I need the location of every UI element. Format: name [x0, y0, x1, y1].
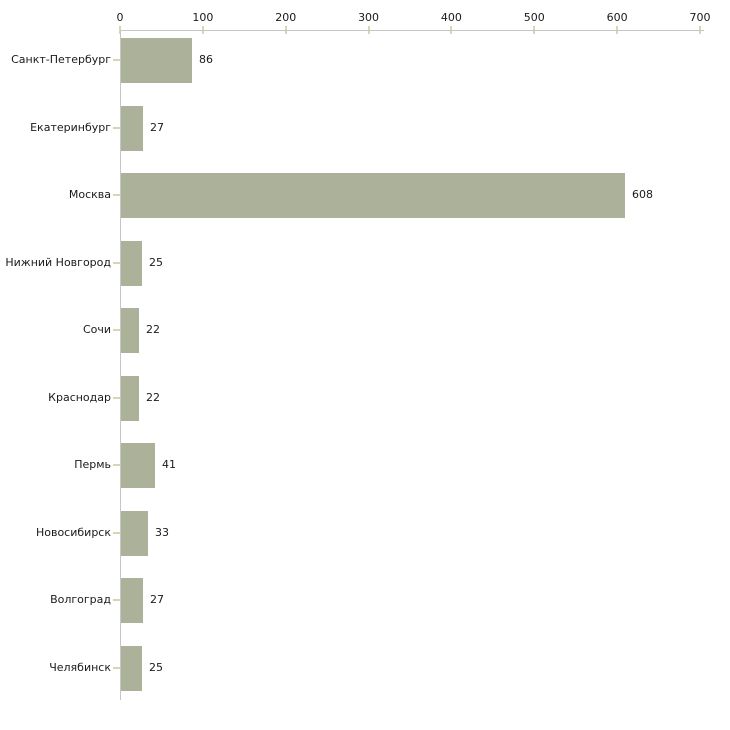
x-tick-label: 400 — [440, 11, 462, 24]
category-label: Пермь — [74, 458, 111, 471]
category-tick-mark — [113, 666, 120, 669]
bar — [121, 645, 142, 691]
category-tick-mark — [113, 329, 120, 331]
category-label: Новосибирск — [35, 525, 111, 539]
category-label: Волгоград — [50, 593, 111, 606]
bar-value-label: 25 — [149, 255, 163, 269]
category-label: Москва — [68, 188, 111, 201]
x-tick-label: 700 — [689, 11, 711, 24]
x-tick-label: 300 — [358, 11, 380, 24]
bar-value-label: 41 — [162, 458, 176, 471]
category-tick-mark — [113, 396, 120, 399]
category-tick-mark — [113, 59, 120, 61]
bar-value-label: 27 — [150, 120, 164, 134]
bar-value-label: 86 — [199, 53, 213, 66]
bar-value-label: 27 — [150, 593, 164, 606]
category-label: Сочи — [82, 323, 111, 336]
category-label: Челябинск — [49, 660, 111, 674]
y-axis-line — [120, 30, 121, 700]
bar-value-label: 22 — [146, 390, 160, 404]
x-tick-label: 600 — [606, 11, 628, 24]
category-tick-mark — [113, 464, 120, 466]
bar — [121, 443, 155, 488]
category-tick-mark — [113, 531, 120, 534]
category-label: Санкт-Петербург — [11, 53, 111, 66]
category-tick-mark — [113, 194, 120, 196]
bar-value-label: 33 — [155, 525, 169, 539]
bar — [121, 240, 142, 286]
category-tick-mark — [113, 599, 120, 601]
x-axis-line — [120, 30, 704, 31]
category-label: Краснодар — [48, 390, 111, 404]
bar — [121, 375, 139, 421]
bar — [121, 308, 139, 353]
bar — [121, 38, 192, 83]
category-label: Екатеринбург — [30, 120, 111, 134]
bar-value-label: 608 — [632, 188, 653, 201]
category-tick-mark — [113, 126, 120, 129]
bar — [121, 578, 143, 623]
bar — [121, 105, 143, 151]
x-tick-label: 0 — [116, 11, 124, 24]
bar-value-label: 25 — [149, 660, 163, 674]
x-tick-label: 100 — [192, 11, 214, 24]
category-tick-mark — [113, 261, 120, 264]
bar — [121, 510, 148, 556]
x-tick-label: 200 — [275, 11, 297, 24]
category-label: Нижний Новгород — [5, 255, 111, 269]
x-tick-label: 500 — [523, 11, 545, 24]
bar-value-label: 22 — [146, 323, 160, 336]
bar — [121, 173, 625, 218]
